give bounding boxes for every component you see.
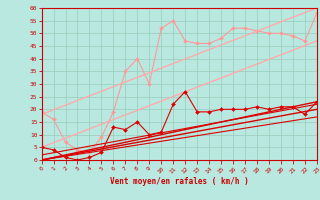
X-axis label: Vent moyen/en rafales ( km/h ): Vent moyen/en rafales ( km/h ): [110, 177, 249, 186]
